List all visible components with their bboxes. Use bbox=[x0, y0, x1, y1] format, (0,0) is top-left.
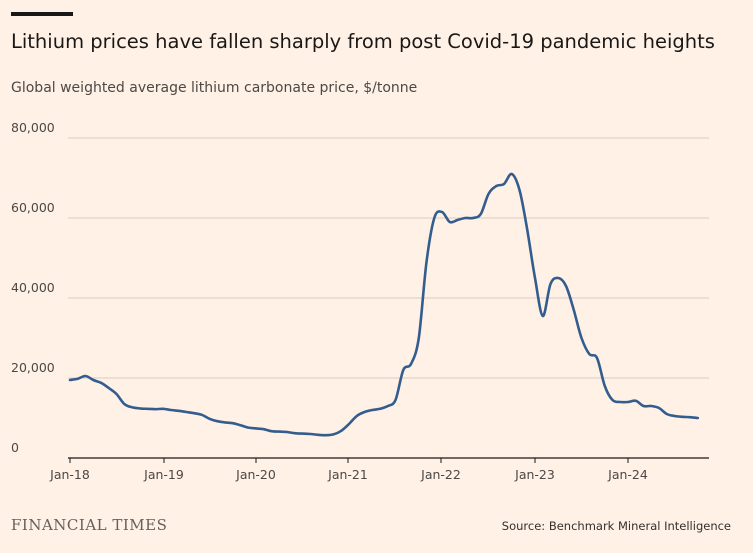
source-note: Source: Benchmark Mineral Intelligence bbox=[501, 519, 731, 533]
chart-subtitle: Global weighted average lithium carbonat… bbox=[11, 80, 418, 96]
brand-logo-text: FINANCIAL TIMES bbox=[11, 516, 168, 534]
series-layer bbox=[68, 172, 700, 437]
header-rule bbox=[11, 12, 73, 16]
x-tick-label: Jan-20 bbox=[235, 467, 276, 482]
y-axis-ticks: 0 20,000 40,000 60,000 80,000 bbox=[11, 120, 55, 455]
x-axis: Jan-18 Jan-19 Jan-20 Jan-21 Jan-22 Jan-23 Jan-… bbox=[49, 457, 709, 482]
y-tick-label: 60,000 bbox=[11, 200, 55, 215]
y-tick-label: 80,000 bbox=[11, 120, 55, 135]
x-tick-label: Jan-21 bbox=[327, 467, 368, 482]
x-tick-label: Jan-22 bbox=[420, 467, 461, 482]
x-tick-label: Jan-19 bbox=[143, 467, 184, 482]
x-tick-label: Jan-23 bbox=[514, 467, 555, 482]
chart-title: Lithium prices have fallen sharply from … bbox=[11, 30, 715, 53]
y-tick-label: 40,000 bbox=[11, 280, 55, 295]
series-line bbox=[68, 172, 700, 437]
y-tick-label: 20,000 bbox=[11, 360, 55, 375]
x-tick-label: Jan-24 bbox=[607, 467, 648, 482]
x-tick-label: Jan-18 bbox=[49, 467, 90, 482]
y-tick-label: 0 bbox=[11, 440, 19, 455]
gridlines bbox=[68, 137, 709, 379]
